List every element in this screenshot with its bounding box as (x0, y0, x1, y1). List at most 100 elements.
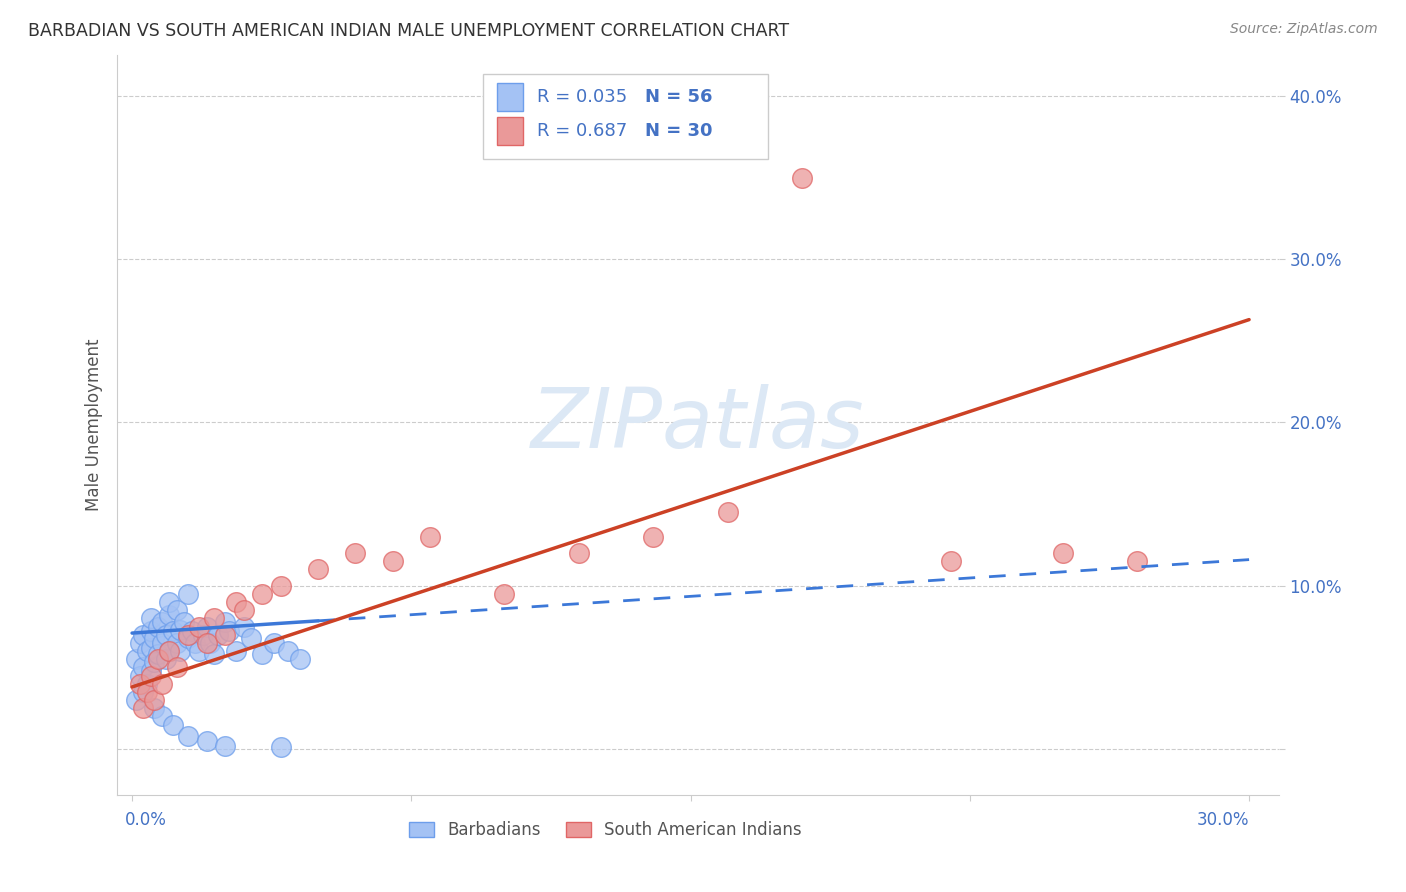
Point (146, 652, 169, 666)
Point (941, 554, 963, 568)
Point (125, 652, 148, 666)
Point (643, 530, 665, 544)
Point (195, 734, 218, 748)
Point (162, 717, 184, 731)
Point (270, 579, 292, 593)
Point (1052, 546, 1074, 560)
Text: 0.0%: 0.0% (125, 811, 166, 829)
Point (180, 624, 202, 639)
Point (419, 530, 441, 544)
Point (166, 603, 188, 617)
Point (146, 619, 169, 633)
Point (344, 546, 367, 560)
Point (225, 595, 247, 609)
FancyBboxPatch shape (484, 74, 768, 159)
Point (184, 636, 207, 650)
Point (150, 676, 173, 690)
Point (157, 595, 180, 609)
Point (177, 729, 200, 743)
Point (169, 623, 191, 637)
Point (307, 562, 329, 576)
Point (188, 619, 211, 633)
Point (177, 631, 200, 645)
Point (188, 644, 211, 658)
Point (155, 652, 177, 666)
Point (717, 505, 740, 519)
Point (166, 660, 188, 674)
Point (381, 554, 404, 568)
Legend: Barbadians, South American Indians: Barbadians, South American Indians (402, 814, 808, 846)
Point (157, 608, 180, 623)
Point (139, 664, 162, 678)
Point (177, 628, 200, 642)
Point (146, 648, 169, 662)
Point (150, 615, 173, 629)
Text: Source: ZipAtlas.com: Source: ZipAtlas.com (1230, 22, 1378, 37)
FancyBboxPatch shape (498, 83, 523, 112)
Point (155, 628, 177, 642)
Point (150, 636, 173, 650)
Point (214, 739, 236, 753)
Point (270, 740, 292, 755)
Text: R = 0.035: R = 0.035 (537, 88, 627, 106)
Point (214, 615, 236, 629)
Point (136, 644, 159, 658)
Point (202, 611, 225, 625)
Point (218, 624, 240, 639)
Point (200, 636, 222, 650)
Point (568, 546, 591, 560)
Point (792, 170, 814, 185)
Point (143, 693, 166, 707)
Point (191, 628, 214, 642)
Point (132, 685, 155, 699)
Text: N = 56: N = 56 (644, 88, 711, 106)
Point (207, 628, 229, 642)
Point (252, 648, 274, 662)
Point (232, 619, 254, 633)
Point (195, 619, 218, 633)
Point (139, 668, 162, 682)
Point (143, 631, 166, 645)
Text: N = 30: N = 30 (644, 122, 711, 140)
Point (177, 587, 200, 601)
Point (288, 652, 311, 666)
Point (214, 628, 236, 642)
Point (240, 631, 263, 645)
Point (225, 644, 247, 658)
Point (143, 701, 166, 715)
Point (263, 636, 285, 650)
Point (128, 676, 150, 690)
Text: ZIPatlas: ZIPatlas (531, 384, 865, 466)
Point (143, 656, 166, 670)
Text: R = 0.687: R = 0.687 (537, 122, 627, 140)
FancyBboxPatch shape (498, 117, 523, 145)
Y-axis label: Male Unemployment: Male Unemployment (86, 339, 103, 511)
Point (139, 640, 162, 655)
Point (157, 644, 180, 658)
Point (173, 615, 195, 629)
Text: BARBADIAN VS SOUTH AMERICAN INDIAN MALE UNEMPLOYMENT CORRELATION CHART: BARBADIAN VS SOUTH AMERICAN INDIAN MALE … (28, 22, 789, 40)
Point (128, 668, 150, 682)
Point (125, 693, 148, 707)
Point (162, 624, 184, 639)
Point (132, 701, 155, 715)
Point (139, 611, 162, 625)
Point (195, 636, 218, 650)
Point (157, 644, 180, 658)
Point (202, 648, 225, 662)
Point (150, 709, 173, 723)
Point (494, 587, 516, 601)
Point (252, 587, 274, 601)
Point (1126, 554, 1149, 568)
Point (232, 603, 254, 617)
Point (132, 628, 155, 642)
Point (128, 636, 150, 650)
Point (277, 644, 299, 658)
Point (169, 644, 191, 658)
Point (132, 660, 155, 674)
Text: 30.0%: 30.0% (1197, 811, 1249, 829)
Point (166, 636, 188, 650)
Point (136, 685, 159, 699)
Point (139, 624, 162, 639)
Point (136, 676, 159, 690)
